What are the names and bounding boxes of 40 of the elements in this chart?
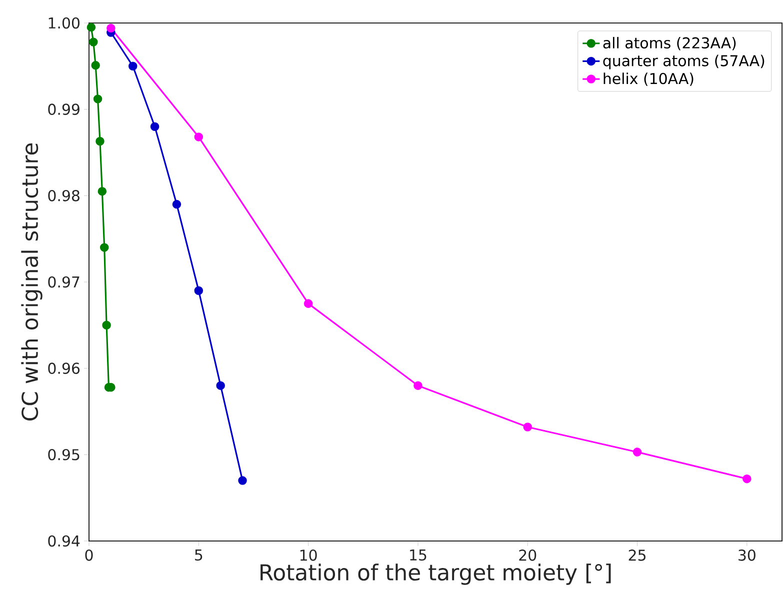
point [89,38,98,46]
point [304,299,313,308]
x-tick-label: 10 [300,550,317,561]
y-tick-label: 0.95 [48,449,80,460]
point [150,122,160,131]
point [91,60,100,70]
point [194,286,204,296]
y-tick-label: 0.99 [48,104,80,115]
point [93,94,102,104]
point [86,22,96,32]
y-tick-label: 1.00 [48,17,80,29]
x-tick-label: 15 [410,550,426,561]
point [632,448,642,456]
point [194,132,204,142]
point [100,243,109,252]
y-tick-label: 0.94 [48,535,80,547]
point [128,62,138,71]
y-axis-title: CC with original structure [21,143,42,420]
y-tick-label: 0.96 [48,362,80,374]
point [216,381,225,390]
point [742,474,752,484]
x-tick-label: 20 [519,550,536,561]
point [98,186,107,196]
x-tick-label: 0 [85,550,93,561]
y-tick-label: 0.97 [48,276,80,288]
point [414,381,422,390]
point [523,422,532,432]
point [106,24,116,33]
y-tick-label: 0.98 [48,190,80,202]
legend-label: quarter atoms (57AA) [603,54,764,70]
x-tick-label: 5 [195,550,202,561]
legend-label: helix (10AA) [604,72,694,86]
point [172,200,182,209]
point [96,136,104,146]
x-axis-title: Rotation of the target moiety [°] [260,564,611,585]
x-tick-label: 30 [738,550,756,561]
point [238,476,247,485]
x-tick-label: 25 [628,550,646,561]
point [102,320,111,330]
legend-label: all atoms (223AA) [603,36,736,50]
